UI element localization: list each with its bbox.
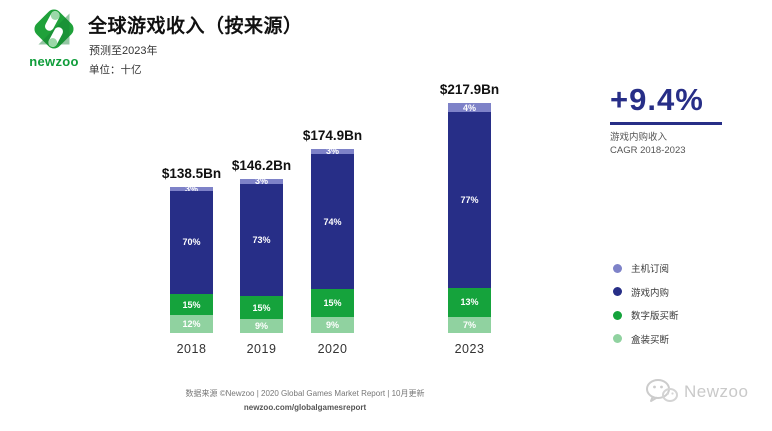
segment-percent-label: 3% bbox=[254, 176, 268, 187]
year-label: 2018 bbox=[176, 342, 207, 356]
segment-percent-label: 15% bbox=[323, 297, 342, 308]
cagr-value: +9.4% bbox=[610, 82, 722, 125]
cagr-highlight: +9.4% 游戏内购收入 CAGR 2018-2023 bbox=[610, 82, 722, 157]
segment-percent-label: 15% bbox=[252, 302, 271, 313]
bar-total-label: $174.9Bn bbox=[302, 127, 363, 143]
watermark-label: Newzoo bbox=[684, 382, 749, 401]
unit-label: 单位：十亿 bbox=[89, 64, 142, 76]
year-label: 2023 bbox=[454, 342, 485, 356]
segment-主机订阅: 3% bbox=[311, 146, 354, 157]
wechat-watermark: Newzoo bbox=[645, 378, 748, 406]
bar-2023: $217.9Bn 4% 77% 13% 7% 2023 bbox=[440, 82, 499, 356]
segment-percent-label: 3% bbox=[184, 184, 198, 195]
segment-percent-label: 7% bbox=[462, 320, 476, 331]
segment-盒装买断: 9% bbox=[240, 319, 283, 333]
legend-dot-icon bbox=[613, 310, 622, 320]
segment-percent-label: 3% bbox=[325, 146, 339, 157]
segment-主机订阅: 3% bbox=[170, 184, 213, 195]
segment-percent-label: 12% bbox=[182, 319, 201, 330]
segment-游戏内购: 70% bbox=[170, 191, 213, 294]
page-subtitle: 预测至2023年 bbox=[89, 45, 158, 57]
bar-2019: $146.2Bn 3% 73% 15% 9% 2019 bbox=[232, 158, 291, 356]
segment-盒装买断: 12% bbox=[170, 315, 213, 333]
bar-total-label: $146.2Bn bbox=[231, 157, 292, 173]
segment-数字版买断: 13% bbox=[448, 287, 491, 318]
bar-2018: $138.5Bn 3% 70% 15% 12% 2018 bbox=[162, 166, 221, 356]
segment-盒装买断: 9% bbox=[311, 316, 354, 333]
segment-percent-label: 4% bbox=[462, 102, 476, 113]
legend-label: 盒装买断 bbox=[631, 334, 670, 346]
segment-percent-label: 15% bbox=[182, 299, 201, 310]
segment-游戏内购: 74% bbox=[311, 154, 354, 290]
segment-percent-label: 13% bbox=[460, 297, 479, 308]
wechat-icon bbox=[646, 379, 678, 402]
year-label: 2019 bbox=[246, 342, 277, 356]
bar-2020: $174.9Bn 3% 74% 15% 9% 2020 bbox=[303, 128, 362, 356]
segment-游戏内购: 77% bbox=[448, 112, 491, 288]
legend-item-数字版买断: 数字版买断 bbox=[613, 308, 679, 322]
segment-数字版买断: 15% bbox=[170, 293, 213, 316]
legend-label: 主机订阅 bbox=[631, 264, 670, 275]
cagr-caption-line1: 游戏内购收入 bbox=[610, 132, 668, 143]
legend-item-盒装买断: 盒装买断 bbox=[613, 332, 679, 346]
newzoo-logo: newzoo bbox=[23, 2, 85, 69]
newzoo-wordmark: newzoo bbox=[29, 54, 79, 69]
segment-percent-label: 70% bbox=[182, 237, 201, 248]
segment-数字版买断: 15% bbox=[240, 296, 283, 320]
newzoo-logo-icon bbox=[34, 9, 74, 49]
segment-percent-label: 73% bbox=[252, 234, 271, 245]
segment-游戏内购: 73% bbox=[240, 183, 283, 296]
segment-percent-label: 74% bbox=[323, 216, 342, 227]
data-source-text: 数据来源 ©Newzoo | 2020 Global Games Market … bbox=[185, 389, 425, 398]
footer: 数据来源 ©Newzoo | 2020 Global Games Market … bbox=[90, 388, 520, 412]
chart-legend: 主机订阅游戏内购数字版买断盒装买断 bbox=[613, 261, 679, 355]
segment-percent-label: 77% bbox=[460, 194, 479, 205]
legend-dot-icon bbox=[613, 334, 622, 343]
year-label: 2020 bbox=[317, 342, 348, 356]
report-url[interactable]: newzoo.com/globalgamesreport bbox=[243, 403, 367, 412]
bar-total-label: $138.5Bn bbox=[161, 166, 222, 181]
segment-主机订阅: 3% bbox=[240, 176, 283, 187]
legend-dot-icon bbox=[613, 287, 622, 296]
cagr-caption: 游戏内购收入 CAGR 2018-2023 bbox=[610, 131, 722, 157]
legend-item-游戏内购: 游戏内购 bbox=[613, 285, 679, 299]
segment-percent-label: 9% bbox=[325, 319, 339, 330]
segment-盒装买断: 7% bbox=[448, 317, 491, 333]
cagr-caption-line2: CAGR 2018-2023 bbox=[610, 145, 686, 156]
segment-主机订阅: 4% bbox=[448, 102, 491, 113]
legend-label: 游戏内购 bbox=[631, 287, 670, 299]
legend-label: 数字版买断 bbox=[631, 311, 679, 322]
legend-item-主机订阅: 主机订阅 bbox=[613, 261, 679, 275]
bar-total-label: $217.9Bn bbox=[439, 82, 500, 98]
segment-数字版买断: 15% bbox=[311, 289, 354, 317]
legend-dot-icon bbox=[613, 263, 622, 273]
page-title: 全球游戏收入（按来源） bbox=[88, 16, 303, 37]
segment-percent-label: 9% bbox=[254, 321, 268, 332]
